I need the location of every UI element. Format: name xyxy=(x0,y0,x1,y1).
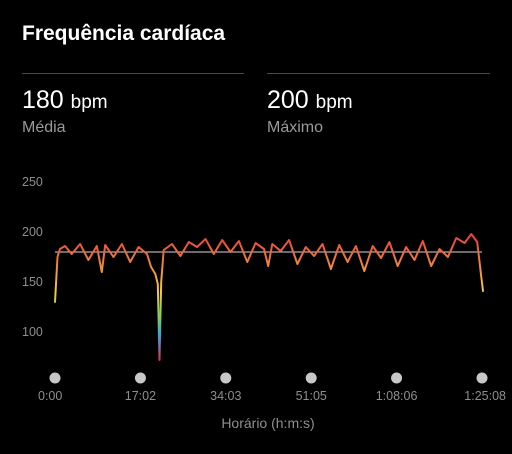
y-tick-label: 100 xyxy=(22,325,43,339)
y-tick-label: 250 xyxy=(22,175,43,189)
x-tick-marker xyxy=(220,372,232,384)
x-tick-label: 17:02 xyxy=(125,389,156,403)
average-stat: 180 bpm xyxy=(22,86,108,115)
y-tick-label: 150 xyxy=(22,275,43,289)
x-tick-label: 0:00 xyxy=(38,389,62,403)
x-tick-label: 34:03 xyxy=(210,389,241,403)
x-tick-marker xyxy=(134,372,146,384)
divider-right xyxy=(267,73,490,74)
average-label: Média xyxy=(22,119,66,136)
divider-left xyxy=(22,73,244,74)
x-tick-marker xyxy=(49,372,61,384)
average-value: 180 xyxy=(22,86,64,114)
maximum-unit: bpm xyxy=(315,92,353,113)
maximum-value: 200 xyxy=(267,86,309,114)
heart-rate-series-line xyxy=(54,233,484,361)
x-tick-label: 1:25:08 xyxy=(464,389,506,403)
maximum-stat: 200 bpm xyxy=(267,86,353,115)
maximum-label: Máximo xyxy=(267,119,324,136)
x-tick-marker xyxy=(305,372,317,384)
average-unit: bpm xyxy=(70,92,108,113)
y-tick-label: 200 xyxy=(22,225,43,239)
x-tick-marker xyxy=(391,372,403,384)
x-tick-marker xyxy=(476,372,488,384)
page-title: Frequência cardíaca xyxy=(22,22,226,45)
x-tick-label: 51:05 xyxy=(296,389,327,403)
x-axis-title: Horário (h:m:s) xyxy=(221,415,314,431)
x-tick-label: 1:08:06 xyxy=(376,389,418,403)
